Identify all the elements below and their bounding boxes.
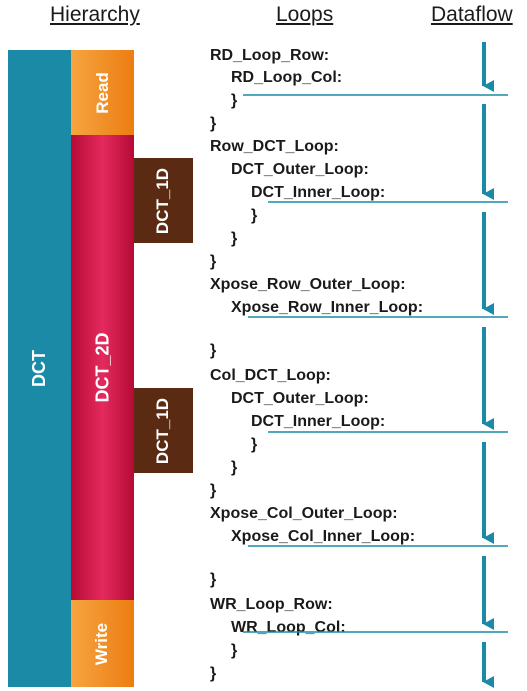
code-line: DCT_Inner_Loop: [251,413,386,430]
code-line: Row_DCT_Loop: [210,138,339,155]
code-line: } [210,253,217,270]
code-line: Xpose_Col_Inner_Loop: [231,528,416,545]
code-line: RD_Loop_Row: [210,47,330,64]
hierarchy-header: Hierarchy [50,3,140,26]
code-line: } [210,115,217,132]
read-block: Read [71,50,134,135]
code-line: } [231,92,238,109]
dct-block: DCT [8,50,71,687]
code-line: } [210,342,217,359]
code-line: } [210,665,217,682]
code-line: Col_DCT_Loop: [210,367,331,384]
code-line: WR_Loop_Row: [210,596,333,613]
code-line: Xpose_Row_Inner_Loop: [231,299,424,316]
code-line: } [251,436,258,453]
code-line: RD_Loop_Col: [231,69,343,86]
dct-1d-top-block: DCT_1D [134,158,193,243]
code-line: } [210,571,217,588]
loops-header: Loops [276,3,334,26]
code-line: } [251,207,258,224]
code-line: Xpose_Row_Outer_Loop: [210,276,406,293]
code-line: } [231,230,238,247]
dct-1d-bottom-block: DCT_1D [134,388,193,473]
code-line: } [231,642,238,659]
code-line: } [210,482,217,499]
code-line: DCT_Inner_Loop: [251,184,386,201]
code-line: } [231,459,238,476]
write-block: Write [71,600,134,687]
code-line: Xpose_Col_Outer_Loop: [210,505,398,522]
code-line: DCT_Outer_Loop: [231,390,369,407]
dct-2d-block: DCT_2D [71,135,134,600]
code-line: DCT_Outer_Loop: [231,161,369,178]
dataflow-header: Dataflow [431,3,513,26]
